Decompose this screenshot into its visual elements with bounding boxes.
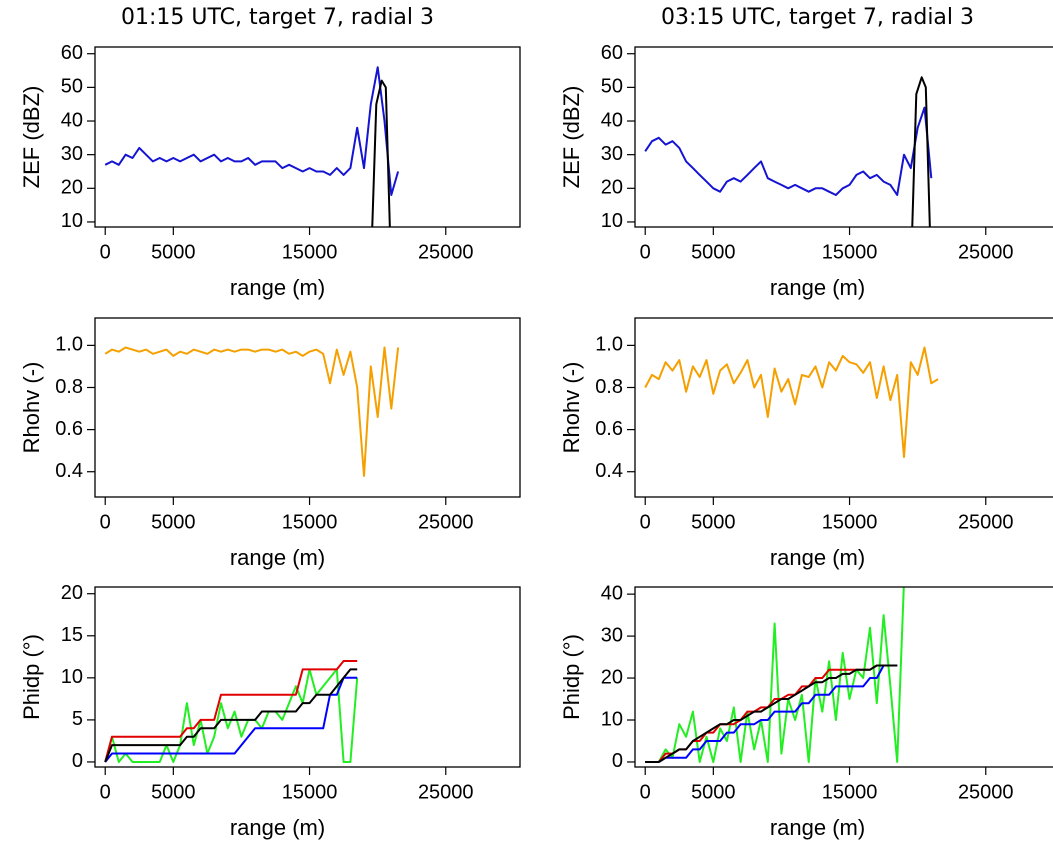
y-tick-label: 0.4 [595, 460, 623, 482]
series-line [644, 106, 933, 196]
plot-frame [634, 317, 1053, 498]
series-line [645, 664, 898, 763]
panel-title: 03:15 UTC, target 7, radial 3 [661, 5, 974, 30]
y-tick-label: 40 [601, 109, 623, 131]
y-tick-label: 20 [61, 177, 83, 199]
x-tick-label: 5000 [691, 511, 736, 533]
x-tick-label: 15000 [282, 241, 338, 263]
y-tick-label: 40 [601, 582, 623, 604]
x-tick-label: 15000 [822, 781, 878, 803]
y-tick-label: 0.6 [55, 418, 83, 440]
series-line [104, 66, 400, 196]
y-tick-label: 50 [61, 76, 83, 98]
y-axis-label: ZEF (dBZ) [19, 86, 44, 189]
x-axis-label: range (m) [230, 545, 325, 570]
x-tick-label: 25000 [418, 241, 474, 263]
panel: 0 5000 15000 25000 0 10 20 30 40 range (m) Phidp (… [559, 582, 1053, 840]
y-axis-label: Rhohv (-) [19, 362, 44, 454]
series-line [911, 76, 931, 227]
y-tick-label: 0 [72, 750, 83, 772]
y-tick-label: 20 [601, 666, 623, 688]
series-line [104, 668, 358, 763]
y-tick-label: 10 [61, 210, 83, 232]
x-tick-label: 5000 [691, 241, 736, 263]
series-line [104, 676, 358, 763]
y-axis-label: ZEF (dBZ) [559, 86, 584, 189]
y-tick-label: 30 [601, 143, 623, 165]
x-tick-label: 15000 [822, 511, 878, 533]
series-line [104, 346, 400, 477]
x-tick-label: 5000 [151, 511, 196, 533]
panel: 0 5000 15000 25000 0.4 0.6 0.8 1.0 range (m) Rhoh… [559, 317, 1053, 570]
series-line [371, 79, 391, 227]
y-tick-label: 10 [61, 666, 83, 688]
plot-frame [634, 46, 1053, 228]
plot-frame [94, 586, 521, 768]
x-tick-label: 5000 [151, 781, 196, 803]
y-tick-label: 20 [601, 177, 623, 199]
x-axis-label: range (m) [770, 275, 865, 300]
plot-frame [94, 46, 521, 228]
y-tick-label: 0.6 [595, 418, 623, 440]
x-tick-label: 25000 [958, 241, 1014, 263]
y-tick-label: 0.8 [55, 376, 83, 398]
x-axis-label: range (m) [230, 275, 325, 300]
y-tick-label: 30 [61, 143, 83, 165]
x-tick-label: 0 [100, 781, 111, 803]
y-tick-label: 15 [61, 624, 83, 646]
x-tick-label: 5000 [691, 781, 736, 803]
panel: 0 5000 15000 25000 0 5 10 15 20 range (m) Phidp (°… [19, 582, 521, 840]
panel: 01:15 UTC, target 7, radial 3 0 5000 15000 2… [19, 5, 521, 300]
panel: 0 5000 15000 25000 0.4 0.6 0.8 1.0 range (m) Rhoh… [19, 317, 521, 570]
y-axis-label: Rhohv (-) [559, 362, 584, 454]
x-tick-label: 0 [100, 241, 111, 263]
series-line [645, 587, 905, 763]
x-tick-label: 0 [640, 781, 651, 803]
x-tick-label: 15000 [282, 781, 338, 803]
y-tick-label: 10 [601, 708, 623, 730]
x-tick-label: 5000 [151, 241, 196, 263]
y-tick-label: 5 [72, 708, 83, 730]
y-tick-label: 20 [61, 582, 83, 604]
series-line [644, 346, 939, 458]
series-line [104, 668, 359, 763]
panel: 03:15 UTC, target 7, radial 3 0 5000 15000 2… [559, 5, 1053, 300]
y-axis-label: Phidp (°) [559, 634, 584, 720]
x-axis-label: range (m) [770, 815, 865, 840]
y-tick-label: 40 [61, 109, 83, 131]
panel-title: 01:15 UTC, target 7, radial 3 [121, 5, 434, 30]
y-tick-label: 50 [601, 76, 623, 98]
x-tick-label: 25000 [958, 781, 1014, 803]
x-tick-label: 25000 [418, 511, 474, 533]
x-tick-label: 25000 [418, 781, 474, 803]
x-tick-label: 0 [640, 511, 651, 533]
plot-frame [94, 317, 521, 498]
x-axis-label: range (m) [770, 545, 865, 570]
x-axis-label: range (m) [230, 815, 325, 840]
y-tick-label: 10 [601, 210, 623, 232]
y-tick-label: 0.4 [55, 460, 83, 482]
y-tick-label: 0.8 [595, 376, 623, 398]
x-tick-label: 15000 [282, 511, 338, 533]
plot-frame [634, 586, 1053, 768]
series-line [645, 664, 898, 763]
x-tick-label: 0 [100, 511, 111, 533]
y-tick-label: 60 [601, 42, 623, 64]
x-tick-label: 25000 [958, 511, 1014, 533]
y-tick-label: 60 [61, 42, 83, 64]
y-axis-label: Phidp (°) [19, 634, 44, 720]
y-tick-label: 30 [601, 624, 623, 646]
series-line [104, 660, 358, 763]
y-tick-label: 1.0 [595, 334, 623, 356]
y-tick-label: 0 [612, 750, 623, 772]
x-tick-label: 15000 [822, 241, 878, 263]
x-tick-label: 0 [640, 241, 651, 263]
y-tick-label: 1.0 [55, 334, 83, 356]
